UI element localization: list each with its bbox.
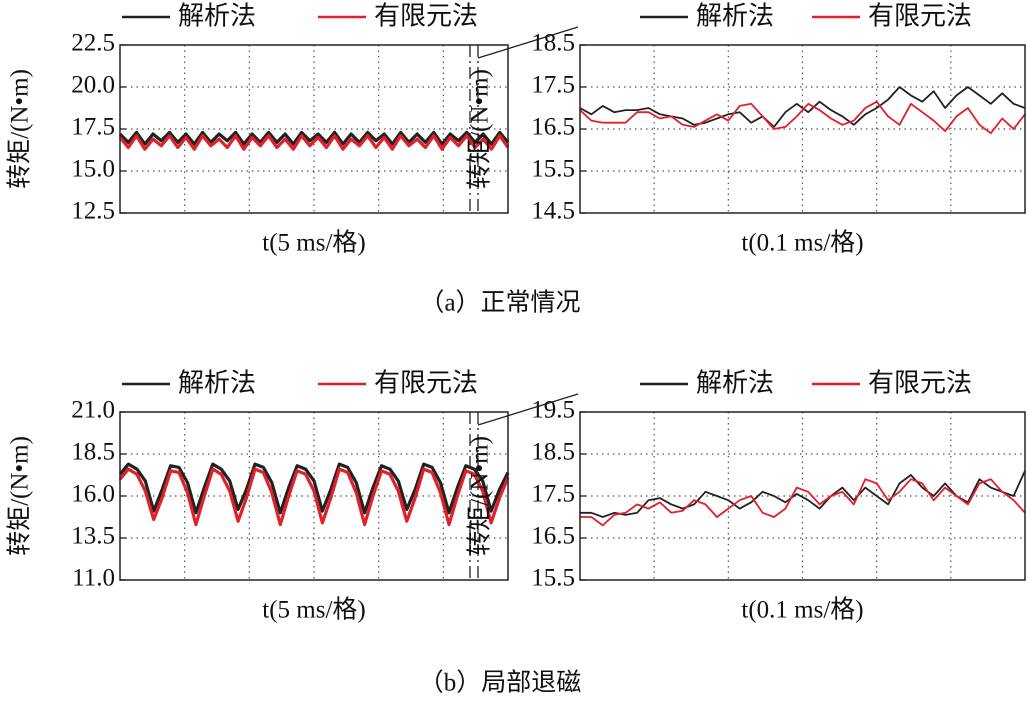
y-tick-label: 16.0 <box>71 481 115 508</box>
series-line <box>579 86 1026 128</box>
y-tick-label: 18.5 <box>531 439 575 466</box>
y-tick-label: 22.5 <box>71 30 115 57</box>
plot-frame <box>579 411 1026 581</box>
series-line <box>580 478 1026 527</box>
y-tick-label: 15.5 <box>531 565 575 592</box>
y-axis-label: 转矩/(N•m) <box>6 436 34 556</box>
y-tick-label: 13.5 <box>71 523 115 550</box>
legend-label: 解析法 <box>178 369 256 399</box>
zoom-link <box>477 26 579 59</box>
y-tick-label: 12.5 <box>71 198 115 225</box>
y-tick-label: 11.0 <box>72 565 115 592</box>
x-axis-label: t(0.1 ms/格) <box>741 596 863 624</box>
y-tick-label: 16.5 <box>531 523 575 550</box>
series-line <box>580 470 1026 518</box>
y-tick-label: 17.5 <box>531 72 575 99</box>
y-tick-label: 18.5 <box>531 30 575 57</box>
caption: （a）正常情况 <box>419 289 580 317</box>
x-axis-label: t(5 ms/格) <box>262 229 365 257</box>
plot-frame <box>119 44 509 214</box>
legend-label: 解析法 <box>178 2 256 32</box>
legend-label: 解析法 <box>696 2 774 32</box>
legend-label: 有限元法 <box>374 2 478 32</box>
zoom-link <box>477 393 579 426</box>
y-tick-label: 20.0 <box>71 72 115 99</box>
y-tick-label: 15.5 <box>531 156 575 183</box>
x-axis-label: t(0.1 ms/格) <box>741 229 863 257</box>
y-tick-label: 19.5 <box>531 397 575 424</box>
series-line <box>118 462 510 515</box>
y-tick-label: 21.0 <box>71 397 115 424</box>
x-axis-label: t(5 ms/格) <box>262 596 365 624</box>
y-axis-label: 转矩/(N•m) <box>6 69 34 189</box>
series-line <box>579 100 1026 135</box>
plot-frame <box>579 44 1026 214</box>
y-tick-label: 14.5 <box>531 198 575 225</box>
y-tick-label: 18.5 <box>71 439 115 466</box>
y-axis-label: 转矩/(N•m) <box>466 69 494 189</box>
y-tick-label: 17.5 <box>531 481 575 508</box>
y-tick-label: 17.5 <box>71 114 115 141</box>
plot-frame <box>119 411 509 581</box>
y-axis-label: 转矩/(N•m) <box>466 436 494 556</box>
legend-label: 有限元法 <box>868 2 972 32</box>
legend-label: 有限元法 <box>374 369 478 399</box>
legend-label: 解析法 <box>696 369 774 399</box>
y-tick-label: 15.0 <box>71 156 115 183</box>
series-line <box>118 467 510 527</box>
caption: （b）局部退磁 <box>419 669 582 697</box>
legend-label: 有限元法 <box>868 369 972 399</box>
y-tick-label: 16.5 <box>531 114 575 141</box>
series-line <box>118 134 510 151</box>
series-line <box>118 130 510 146</box>
